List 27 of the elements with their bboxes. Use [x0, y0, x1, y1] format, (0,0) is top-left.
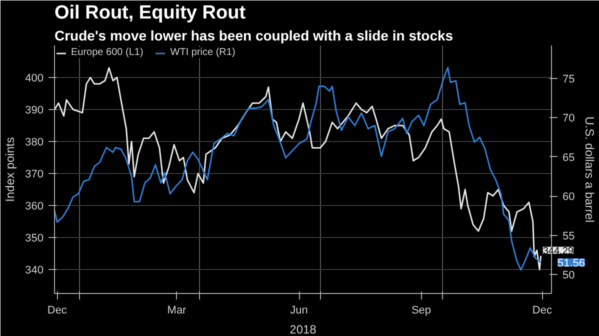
y2-tick-label: 70	[562, 112, 575, 125]
x-tick-label: Dec	[47, 304, 68, 316]
y2-tick-label: 65	[562, 152, 575, 164]
x-tick-label: Dec	[532, 304, 552, 316]
y2-tick-label: 50	[562, 270, 575, 282]
legend-label: WTI price (R1)	[170, 47, 236, 58]
x-tick-label: Mar	[167, 304, 187, 316]
y-tick-label: 350	[25, 232, 44, 244]
y2-axis-title: U.S. dollars a barrel	[582, 116, 597, 223]
data-label: 344.29	[542, 246, 574, 257]
y-tick-label: 360	[25, 200, 44, 212]
y2-tick-label: 55	[562, 230, 575, 242]
x-tick-label: Jun	[290, 304, 308, 316]
y-tick-label: 380	[25, 136, 44, 148]
data-label: 51.56	[558, 257, 586, 270]
series-label: Europe 600 (L1)	[71, 47, 144, 58]
y2-tick-label: 60	[562, 191, 575, 204]
chart-subtitle: Crude's move lower has been coupled with a slide in stocks	[54, 28, 454, 44]
y-tick-label: 370	[25, 168, 44, 180]
y-tick-label: 340	[25, 264, 44, 276]
chart-title: Oil Rout, Equity Rout	[54, 2, 246, 24]
y-axis-title: Index points	[3, 137, 18, 202]
y-tick-label: 400	[25, 72, 44, 84]
x-axis-title: 2018	[290, 322, 317, 336]
x-tick-label: Sep	[411, 304, 432, 316]
y2-tick-label: 75	[562, 73, 575, 86]
y-tick-label: 390	[25, 104, 44, 116]
